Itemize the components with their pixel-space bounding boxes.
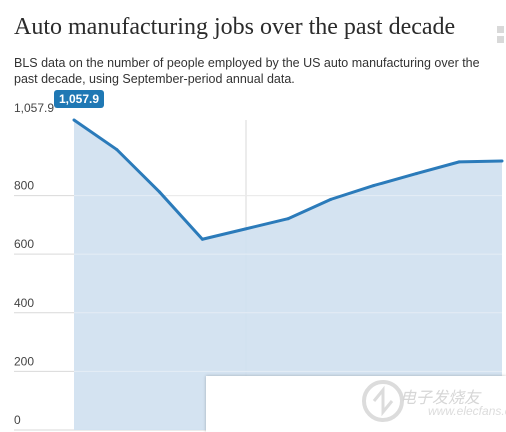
data-point: [457, 160, 461, 164]
watermark-url: www.elecfans.com: [428, 404, 506, 418]
data-point: [158, 190, 162, 194]
y-tick-label: 1,057.9: [14, 101, 54, 115]
data-point: [414, 172, 418, 176]
data-point: [200, 237, 204, 241]
data-point: [115, 148, 119, 152]
y-tick-label: 600: [14, 237, 34, 251]
highlight-tooltip-label: 1,057.9: [59, 92, 99, 106]
data-point: [372, 184, 376, 188]
watermark-text: 电子发烧友: [400, 390, 481, 407]
chart-subtitle: BLS data on the number of people employe…: [14, 56, 480, 86]
data-point: [72, 118, 76, 122]
data-point: [243, 227, 247, 231]
chart-title: Auto manufacturing jobs over the past de…: [14, 14, 456, 40]
highlight-tooltip: [54, 90, 104, 108]
data-point: [329, 197, 333, 201]
y-tick-label: 800: [14, 179, 34, 193]
y-tick-label: 400: [14, 296, 34, 310]
series-area: [74, 120, 502, 430]
elecfans-logo-icon: [362, 380, 404, 422]
y-tick-label: 200: [14, 354, 34, 368]
watermark-overlay: [206, 376, 506, 432]
corner-decoration: [497, 26, 505, 50]
data-point: [286, 217, 290, 221]
data-point: [500, 159, 504, 163]
y-tick-label: 0: [14, 413, 21, 427]
